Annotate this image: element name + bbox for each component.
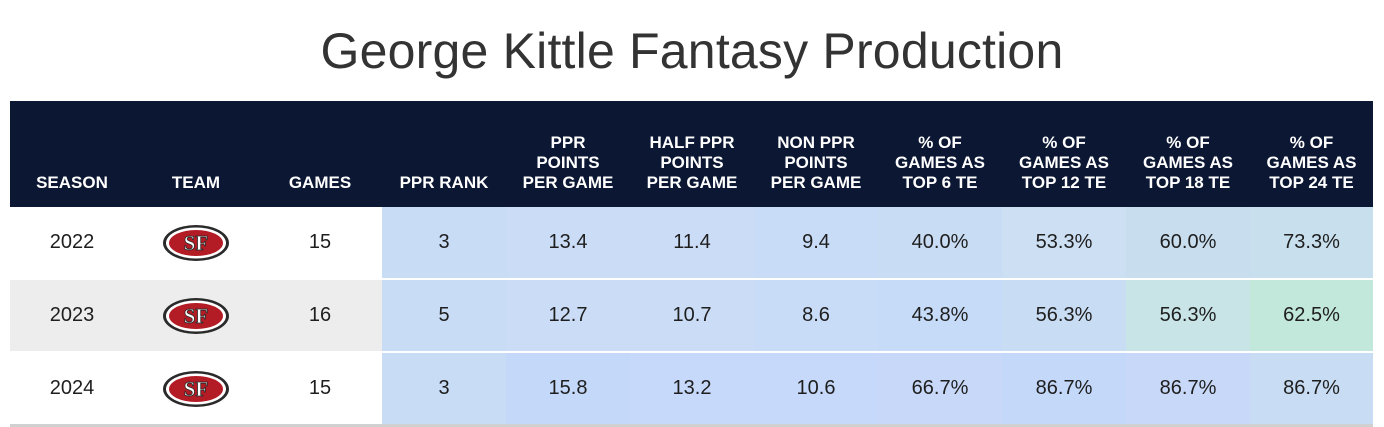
season-cell: 2024 xyxy=(10,352,134,427)
top18-cell: 56.3% xyxy=(1126,279,1250,353)
season-cell: 2022 xyxy=(10,207,134,280)
team-cell: SF xyxy=(134,279,258,353)
column-header-half-ppr-ppg: HALF PPR POINTS PER GAME xyxy=(630,101,754,207)
svg-text:SF: SF xyxy=(184,377,209,401)
games-cell: 15 xyxy=(258,207,382,280)
column-header-top18: % OF GAMES AS TOP 18 TE xyxy=(1126,101,1250,207)
ppr-rank-cell: 3 xyxy=(382,207,506,280)
header-row: SEASON TEAM GAMES PPR RANK PPR POINTS PER … xyxy=(10,101,1373,207)
column-header-top12: % OF GAMES AS TOP 12 TE xyxy=(1002,101,1126,207)
fantasy-stats-table: SEASON TEAM GAMES PPR RANK PPR POINTS PER … xyxy=(10,101,1373,427)
top18-cell: 60.0% xyxy=(1126,207,1250,280)
ppr-ppg-cell: 15.8 xyxy=(506,352,630,427)
games-cell: 15 xyxy=(258,352,382,427)
column-header-ppr-ppg: PPR POINTS PER GAME xyxy=(506,101,630,207)
column-header-top24: % OF GAMES AS TOP 24 TE xyxy=(1250,101,1373,207)
top12-cell: 56.3% xyxy=(1002,279,1126,353)
half-ppr-ppg-cell: 13.2 xyxy=(630,352,754,427)
column-header-non-ppr-ppg: NON PPR POINTS PER GAME xyxy=(754,101,878,207)
table-row: 2022 SF 15 3 13.4 11.4 9.4 40.0% 53.3% 6… xyxy=(10,207,1373,280)
svg-text:SF: SF xyxy=(184,304,209,328)
table-row: 2024 SF 15 3 15.8 13.2 10.6 66.7% 86.7% … xyxy=(10,352,1373,427)
top12-cell: 86.7% xyxy=(1002,352,1126,427)
top18-cell: 86.7% xyxy=(1126,352,1250,427)
ppr-rank-cell: 5 xyxy=(382,279,506,353)
column-header-ppr-rank: PPR RANK xyxy=(382,101,506,207)
top24-cell: 86.7% xyxy=(1250,352,1373,427)
column-header-top6: % OF GAMES AS TOP 6 TE xyxy=(878,101,1002,207)
svg-text:SF: SF xyxy=(184,231,209,255)
team-cell: SF xyxy=(134,207,258,280)
top24-cell: 73.3% xyxy=(1250,207,1373,280)
column-header-season: SEASON xyxy=(10,101,134,207)
games-cell: 16 xyxy=(258,279,382,353)
49ers-sf-logo-icon: SF xyxy=(163,224,229,261)
ppr-rank-cell: 3 xyxy=(382,352,506,427)
49ers-sf-logo-icon: SF xyxy=(163,297,229,334)
non-ppr-ppg-cell: 10.6 xyxy=(754,352,878,427)
half-ppr-ppg-cell: 11.4 xyxy=(630,207,754,280)
top24-cell: 62.5% xyxy=(1250,279,1373,353)
non-ppr-ppg-cell: 9.4 xyxy=(754,207,878,280)
season-cell: 2023 xyxy=(10,279,134,353)
page-title: George Kittle Fantasy Production xyxy=(320,23,1064,79)
non-ppr-ppg-cell: 8.6 xyxy=(754,279,878,353)
column-header-games: GAMES xyxy=(258,101,382,207)
column-header-team: TEAM xyxy=(134,101,258,207)
49ers-sf-logo-icon: SF xyxy=(163,370,229,407)
top6-cell: 40.0% xyxy=(878,207,1002,280)
ppr-ppg-cell: 13.4 xyxy=(506,207,630,280)
team-cell: SF xyxy=(134,352,258,427)
top12-cell: 53.3% xyxy=(1002,207,1126,280)
top6-cell: 43.8% xyxy=(878,279,1002,353)
ppr-ppg-cell: 12.7 xyxy=(506,279,630,353)
half-ppr-ppg-cell: 10.7 xyxy=(630,279,754,353)
table-row: 2023 SF 16 5 12.7 10.7 8.6 43.8% 56.3% 5… xyxy=(10,279,1373,353)
top6-cell: 66.7% xyxy=(878,352,1002,427)
